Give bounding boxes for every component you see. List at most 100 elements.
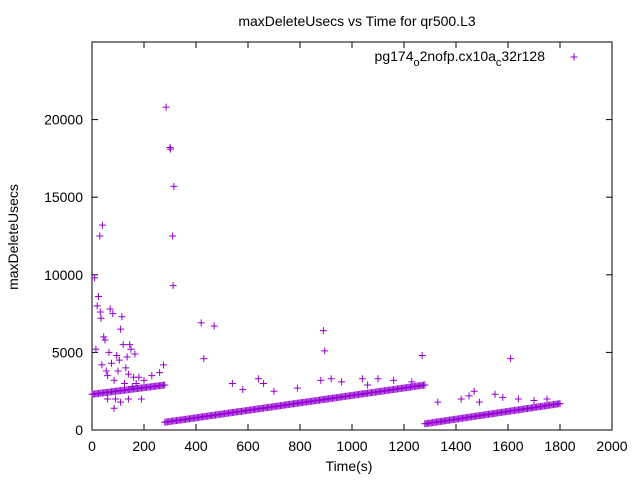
data-point: [115, 356, 123, 364]
data-point: [118, 313, 126, 321]
data-point: [102, 367, 110, 375]
legend-marker-symbol: [570, 53, 578, 61]
data-points: [88, 103, 564, 428]
data-point: [108, 359, 115, 367]
data-point: [101, 336, 109, 344]
data-point: [475, 398, 483, 406]
data-point: [131, 350, 139, 358]
data-point: [104, 372, 112, 380]
data-point: [543, 395, 551, 403]
data-point: [110, 404, 118, 412]
y-tick-label: 0: [75, 422, 83, 438]
data-point: [465, 392, 473, 400]
data-point: [390, 376, 398, 384]
data-point: [317, 376, 325, 384]
x-tick-label: 1000: [336, 438, 367, 454]
data-point: [123, 353, 131, 361]
data-point: [228, 379, 236, 387]
data-point: [434, 398, 442, 406]
legend-entry-label: pg174o2nofp.cx10ac32r128: [375, 48, 546, 69]
data-point: [148, 372, 156, 380]
data-point: [319, 327, 327, 335]
data-point: [121, 379, 128, 387]
data-point: [457, 395, 465, 403]
y-tick-label: 10000: [44, 267, 83, 283]
x-axis-label: Time(s): [326, 458, 373, 474]
data-point: [135, 373, 143, 381]
chart-title: maxDeleteUsecs vs Time for qr500.L3: [238, 13, 476, 29]
data-point: [254, 375, 262, 383]
data-point: [293, 384, 301, 392]
data-point: [507, 355, 515, 363]
x-tick-label: 1600: [492, 438, 523, 454]
data-point: [100, 333, 108, 341]
data-point: [132, 379, 140, 387]
data-point: [169, 282, 177, 290]
data-point: [470, 387, 478, 395]
data-point: [260, 379, 268, 387]
data-point: [117, 398, 125, 406]
data-point: [166, 144, 174, 152]
x-tick-label: 200: [132, 438, 156, 454]
axis-ticks: 0 200 400 600 800 1000 1200 1400 1600 1800 2000050…: [44, 42, 628, 454]
data-point: [167, 145, 175, 153]
data-point: [421, 381, 429, 389]
data-point: [110, 376, 118, 384]
legend-marker: [570, 53, 578, 61]
x-tick-label: 1800: [544, 438, 575, 454]
data-point: [91, 274, 99, 282]
data-point: [210, 322, 218, 330]
data-point: [327, 375, 335, 383]
data-point: [137, 395, 145, 403]
y-tick-label: 20000: [44, 112, 83, 128]
legend-subscript: o: [413, 57, 419, 69]
data-point: [104, 395, 112, 403]
x-tick-label: 1400: [440, 438, 471, 454]
data-point: [92, 345, 100, 353]
data-point: [124, 395, 132, 403]
data-point: [408, 378, 416, 386]
data-point: [114, 367, 122, 375]
data-point: [93, 302, 101, 310]
data-point: [338, 378, 346, 386]
data-point: [197, 319, 205, 327]
data-point: [169, 232, 177, 240]
x-tick-label: 800: [288, 438, 312, 454]
data-point: [491, 390, 499, 398]
data-point: [122, 364, 130, 372]
y-axis-label: maxDeleteUsecs: [5, 184, 21, 290]
data-point: [358, 375, 366, 383]
data-point: [321, 347, 329, 355]
legend-subscript: c: [496, 57, 502, 69]
data-point: [95, 293, 102, 301]
data-point: [514, 395, 522, 403]
data-point: [160, 361, 167, 369]
data-point: [127, 345, 135, 353]
data-point: [98, 361, 106, 369]
legend-text-part: 32r128: [501, 48, 545, 64]
data-point: [96, 308, 104, 316]
x-tick-label: 2000: [596, 438, 627, 454]
legend: pg174o2nofp.cx10ac32r128: [375, 48, 578, 69]
data-point: [106, 305, 114, 313]
x-tick-label: 0: [88, 438, 96, 454]
data-point: [119, 341, 127, 349]
data-point: [117, 325, 125, 333]
x-tick-label: 1200: [388, 438, 419, 454]
x-tick-label: 600: [236, 438, 260, 454]
data-point: [530, 397, 538, 405]
data-point: [170, 182, 178, 190]
data-point: [156, 369, 164, 377]
data-point: [111, 395, 119, 403]
data-point: [374, 375, 382, 383]
data-point: [418, 352, 426, 360]
legend-text-part: pg174: [375, 48, 414, 64]
data-point: [124, 370, 132, 378]
data-point: [499, 393, 507, 401]
data-point: [239, 386, 247, 394]
data-point: [105, 348, 113, 356]
data-point: [200, 355, 208, 363]
data-point: [162, 103, 170, 111]
data-point: [98, 221, 106, 229]
